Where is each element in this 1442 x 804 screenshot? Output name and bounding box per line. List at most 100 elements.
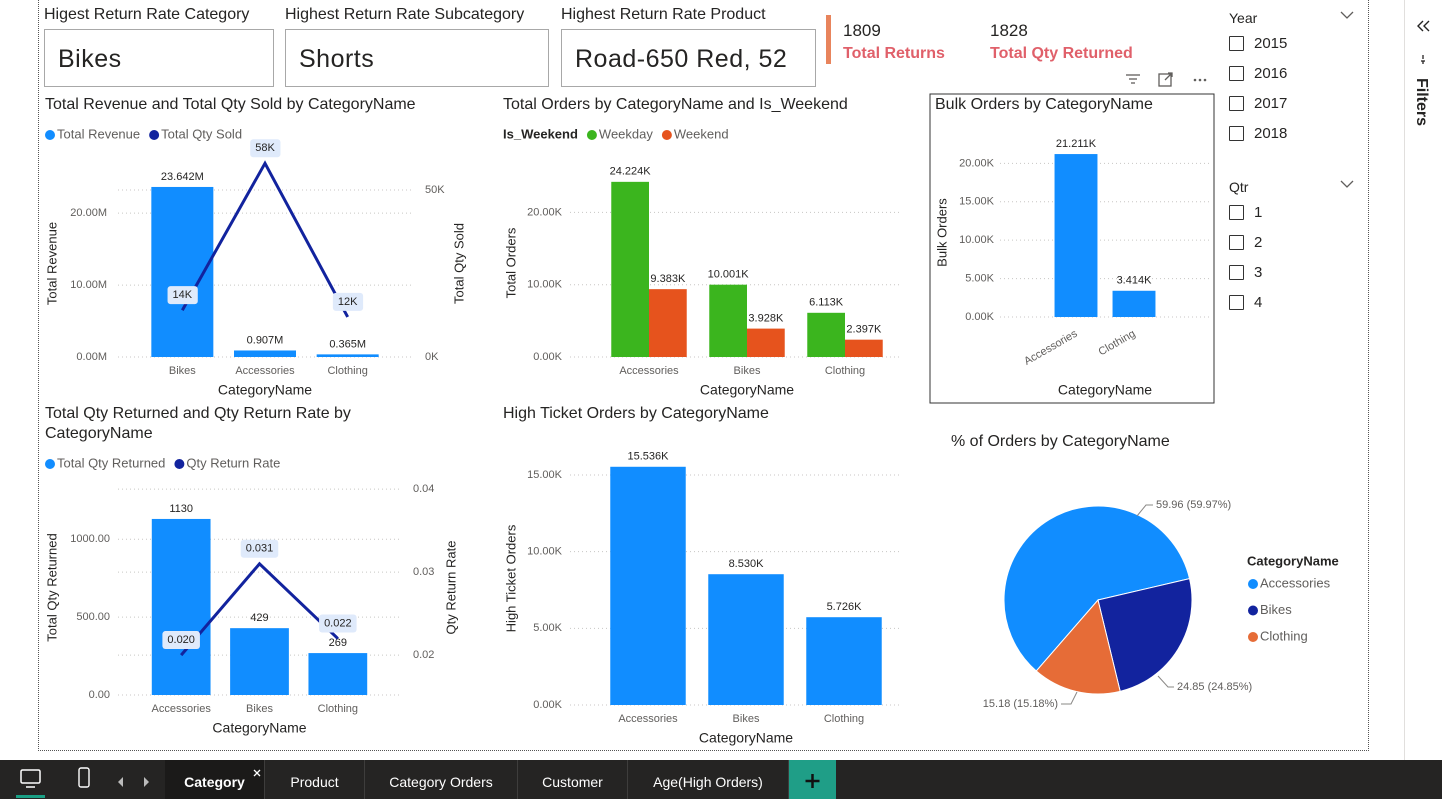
y-axis-title: Bulk Orders: [934, 198, 949, 267]
kpi-value: 1828: [990, 21, 1028, 40]
x-tick-label: Bikes: [734, 365, 761, 377]
x-tick-label: Bikes: [733, 713, 760, 725]
y-axis-title: High Ticket Orders: [503, 524, 518, 632]
legend-marker: [586, 130, 597, 140]
kpi-value: 1809: [843, 21, 881, 40]
y-tick-label: 20.00M: [70, 207, 107, 219]
tab-bar: Category Product Category Orders Custome…: [0, 760, 1442, 799]
slicer-title: Year: [1229, 10, 1258, 26]
checkbox[interactable]: [1229, 65, 1244, 81]
slicer-item[interactable]: 3: [1229, 262, 1262, 284]
desktop-view[interactable]: [16, 769, 45, 798]
legend-title: CategoryName: [1247, 553, 1339, 568]
y-tick-label: 10.00K: [527, 279, 563, 291]
data-label: 1130: [169, 503, 193, 515]
slicer-label: 4: [1254, 294, 1263, 312]
y-tick-label: 20.00K: [527, 206, 563, 218]
tab[interactable]: Category Orders: [365, 760, 518, 799]
slicer-item[interactable]: 4: [1229, 292, 1262, 314]
slicer-item[interactable]: 2017: [1229, 93, 1287, 115]
tab[interactable]: Customer: [518, 760, 628, 799]
data-label-box: [319, 614, 357, 633]
bar: [611, 181, 649, 357]
data-label: 8.530K: [729, 558, 765, 570]
pie-slice: [1097, 578, 1193, 692]
prev-page[interactable]: [118, 777, 123, 787]
legend-marker: [1248, 579, 1258, 589]
y2-tick-label: 0.02: [413, 649, 434, 661]
y2-tick-label: 0.04: [413, 483, 434, 495]
card-title: Higest Return Rate Category: [44, 6, 250, 23]
data-label: 0.031: [246, 543, 274, 555]
slicer-chevron[interactable]: [1338, 178, 1356, 190]
y-tick-label: 10.00K: [959, 234, 995, 246]
checkbox[interactable]: [1229, 126, 1244, 142]
chart-title: High Ticket Orders by CategoryName: [503, 405, 769, 422]
data-label: 23.642M: [161, 171, 204, 183]
y2-axis-title: Total Qty Sold: [451, 223, 466, 304]
line: [181, 160, 349, 318]
filter-icon: [1421, 55, 1425, 64]
slicer-item[interactable]: 1: [1229, 201, 1262, 223]
y-tick-label: 15.00K: [959, 196, 995, 208]
chart-title: Total Qty Returned and Qty Return Rate b…: [45, 405, 351, 442]
data-label: 24.85 (24.85%): [1177, 681, 1252, 693]
card-value: Bikes: [44, 29, 274, 87]
slicer-chevron[interactable]: [1338, 9, 1356, 21]
y2-tick-label: 50K: [425, 184, 445, 196]
y-tick-label: 0.00K: [533, 351, 562, 363]
next-page[interactable]: [144, 777, 149, 787]
legend-label: Total Qty Returned: [57, 455, 165, 470]
y-tick-label: 5.00K: [965, 272, 994, 284]
data-label: 2.397K: [846, 324, 882, 336]
bar: [234, 350, 296, 357]
checkbox[interactable]: [1229, 204, 1244, 220]
collapse-icon[interactable]: [1416, 19, 1432, 33]
slicer-item[interactable]: 2015: [1229, 32, 1287, 54]
legend-label: Accessories: [1260, 575, 1331, 590]
data-label: 6.113K: [809, 297, 844, 309]
slicer-list: 1 2 3 4: [1229, 201, 1262, 314]
data-label: 0.907M: [247, 334, 284, 346]
slicer-label: 2: [1254, 233, 1263, 251]
tab[interactable]: Age(High Orders): [628, 760, 789, 799]
add-page[interactable]: [789, 760, 836, 799]
close-tab[interactable]: [252, 768, 262, 778]
y-axis-title: Total Orders: [503, 227, 518, 298]
checkbox[interactable]: [1229, 265, 1244, 281]
data-label: 24.224K: [610, 166, 652, 178]
x-axis-title: CategoryName: [700, 382, 794, 398]
x-tick-label: Clothing: [824, 713, 864, 725]
tab[interactable]: Category: [165, 760, 265, 799]
y-tick-label: 0.00: [89, 689, 110, 701]
data-label: 3.414K: [1117, 275, 1153, 287]
tab[interactable]: Product: [265, 760, 365, 799]
x-axis-title: CategoryName: [212, 720, 306, 736]
bar: [807, 312, 845, 357]
y2-tick-label: 0.03: [413, 566, 434, 578]
legend-marker: [1248, 632, 1258, 642]
data-label: 0.020: [167, 634, 195, 646]
legend-label: Clothing: [1260, 628, 1308, 643]
data-label: 0.022: [324, 617, 352, 629]
card-value: Road-650 Red, 52: [561, 29, 816, 87]
bar: [151, 518, 211, 695]
slicer-item[interactable]: 2016: [1229, 62, 1287, 84]
bar: [316, 354, 379, 357]
charts: 0.00M 10.00M 20.00M 0K 50K Bikes Accessories Cl…: [44, 93, 1339, 746]
card-title: Highest Return Rate Product: [561, 6, 766, 23]
checkbox[interactable]: [1229, 35, 1244, 51]
mobile-view[interactable]: [78, 767, 90, 788]
data-label: 429: [250, 612, 268, 624]
kpi-accent: [826, 15, 831, 64]
checkbox[interactable]: [1229, 295, 1244, 311]
filters-title[interactable]: Filters: [1413, 78, 1430, 127]
slicer-label: 2016: [1254, 64, 1288, 82]
data-label: 12K: [338, 296, 358, 308]
slicer-item[interactable]: 2018: [1229, 123, 1287, 145]
checkbox[interactable]: [1229, 96, 1244, 112]
leader-line: [1136, 504, 1153, 517]
slicer-item[interactable]: 2: [1229, 231, 1262, 253]
checkbox[interactable]: [1229, 234, 1244, 250]
x-axis-title: CategoryName: [1058, 382, 1152, 398]
